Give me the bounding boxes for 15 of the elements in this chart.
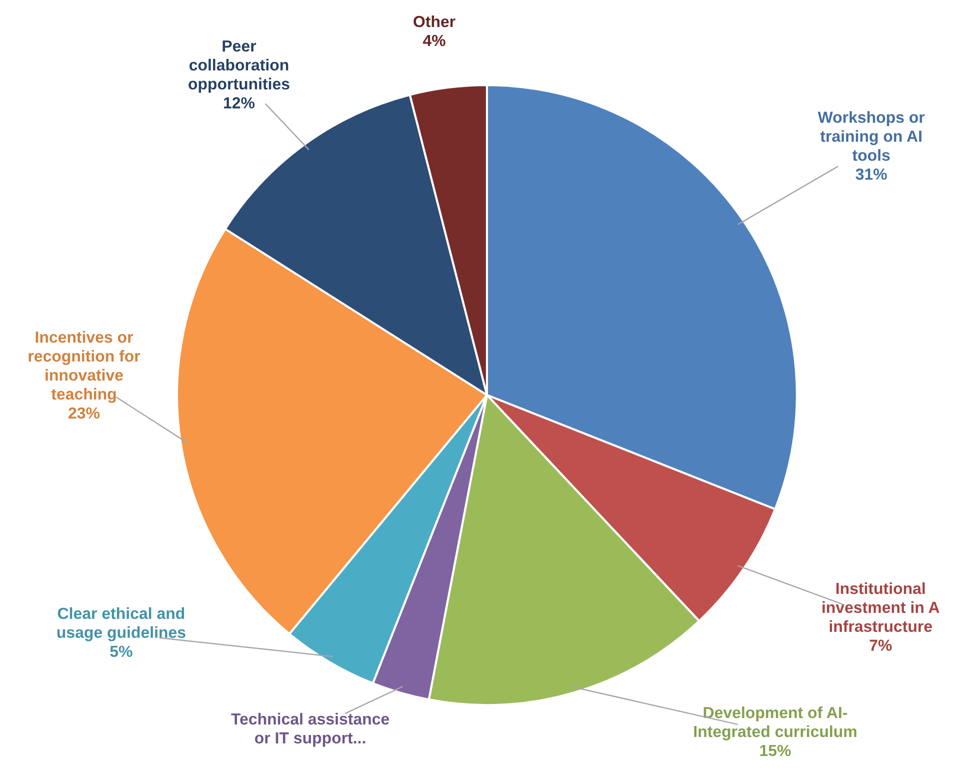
slice-label: Development of AI- Integrated curriculum bbox=[694, 706, 856, 740]
data-label: 5% bbox=[110, 646, 132, 657]
data-label: 23% bbox=[68, 407, 100, 419]
slice-label: Other bbox=[414, 15, 456, 28]
slice-label: Clear ethical and usage guidelines bbox=[57, 607, 186, 642]
slice-label: Institutional investment in A infrastructure bbox=[822, 582, 940, 632]
data-label: 31% bbox=[856, 168, 887, 180]
data-label: 15% bbox=[760, 744, 791, 756]
slice-label: Technical assistance or IT support... bbox=[231, 712, 390, 747]
slice-label: Peer collaboration opportunities bbox=[188, 40, 290, 93]
data-label: 4% bbox=[422, 34, 446, 46]
slice-label: Workshops or training on AI tools bbox=[818, 111, 925, 161]
data-label: 7% bbox=[870, 640, 892, 651]
data-label: 12% bbox=[224, 97, 255, 108]
slice-label: Incentives or recognition for innovative teaching bbox=[28, 331, 140, 403]
